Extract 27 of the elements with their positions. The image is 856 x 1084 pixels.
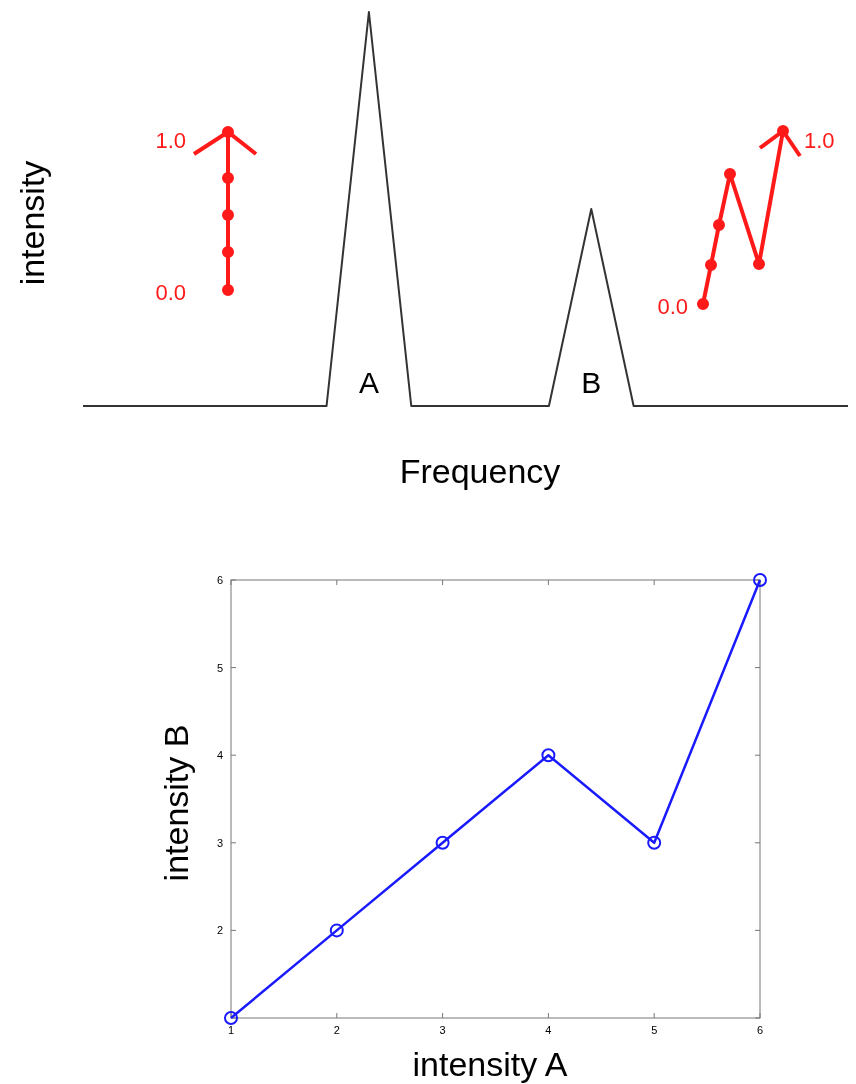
y-tick-label: 2 — [216, 924, 223, 937]
x-axis-title: intensity A — [412, 1045, 568, 1083]
y-tick-label: 3 — [216, 836, 223, 849]
annotation: 0.0 — [155, 280, 186, 305]
x-tick-label: 4 — [545, 1024, 552, 1036]
y-tick-label: 6 — [216, 574, 223, 586]
annotation: 1.0 — [804, 128, 835, 153]
point — [224, 1011, 238, 1025]
y-axis-title: intensity B — [157, 724, 195, 882]
point — [753, 573, 767, 587]
point — [541, 748, 556, 763]
x-tick-label: 3 — [439, 1024, 446, 1036]
point — [435, 835, 450, 850]
annotation: 0.0 — [657, 294, 688, 319]
annotation: B — [581, 366, 602, 399]
y-tick-label: 5 — [216, 661, 223, 674]
point — [329, 923, 344, 938]
point — [647, 835, 662, 850]
x-tick-label: 5 — [651, 1024, 658, 1036]
annotation: 1.0 — [155, 128, 186, 153]
annotation: A — [358, 366, 379, 399]
x-tick-label: 2 — [333, 1024, 340, 1036]
y-axis-title: intensity — [13, 160, 51, 286]
x-tick-label: 1 — [227, 1024, 235, 1036]
x-axis-title: Frequency — [399, 452, 561, 490]
y-tick-label: 4 — [216, 749, 223, 762]
x-tick-label: 6 — [756, 1024, 764, 1036]
